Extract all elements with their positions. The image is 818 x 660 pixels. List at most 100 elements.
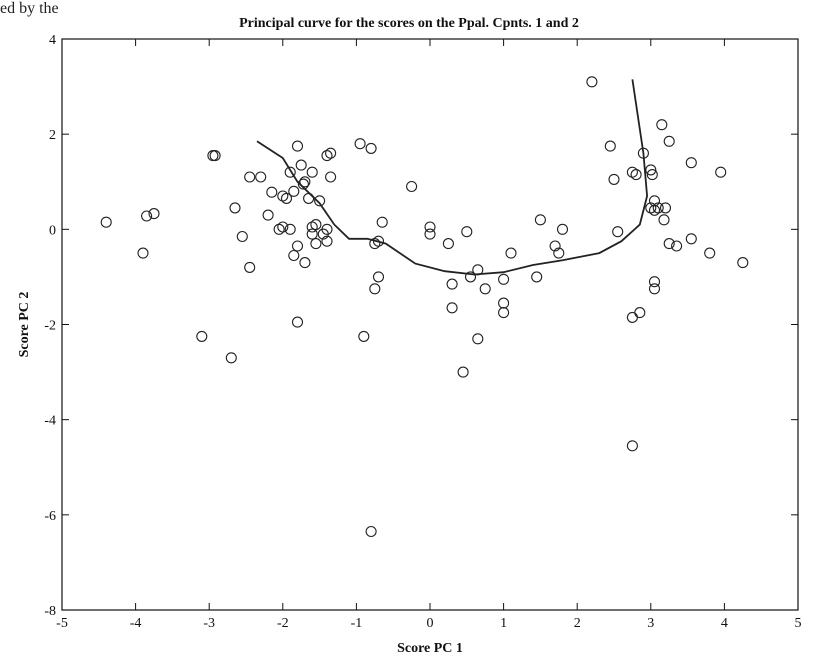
data-point — [648, 276, 661, 288]
data-point — [100, 216, 112, 228]
data-point — [531, 271, 543, 283]
data-point — [314, 195, 326, 207]
y-tick-label: 0 — [49, 223, 56, 238]
data-point — [648, 195, 661, 207]
data-point — [556, 223, 569, 235]
data-point — [299, 176, 311, 188]
data-point — [446, 278, 458, 290]
data-point — [372, 235, 385, 247]
data-point — [658, 214, 670, 226]
x-tick-label: 5 — [795, 616, 802, 631]
data-point — [291, 140, 304, 152]
data-point — [656, 119, 668, 131]
x-tick-label: -5 — [56, 616, 68, 631]
data-point — [479, 283, 491, 295]
data-point — [262, 209, 274, 221]
data-point — [354, 138, 366, 150]
data-point — [365, 525, 377, 538]
data-point — [737, 257, 749, 269]
data-point — [325, 147, 337, 159]
data-point — [648, 204, 661, 216]
y-tick-label: -4 — [44, 414, 56, 429]
data-point — [369, 283, 381, 295]
x-tick-label: -2 — [277, 616, 289, 631]
data-point — [295, 159, 307, 171]
data-point — [648, 283, 661, 295]
data-point — [608, 173, 620, 185]
data-point — [457, 366, 469, 378]
data-point — [137, 247, 149, 259]
x-tick-label: 3 — [647, 616, 654, 631]
data-point — [626, 440, 638, 452]
data-point — [685, 157, 697, 169]
data-point — [406, 180, 418, 193]
data-point — [646, 169, 658, 181]
x-axis-label: Score PC 1 — [397, 641, 463, 656]
x-axis-ticks: -5 -4 -3 -2 -1 0 1 2 3 4 5 — [56, 39, 802, 631]
data-point — [659, 202, 672, 214]
data-point — [663, 238, 675, 250]
data-point — [685, 233, 697, 245]
data-point — [288, 185, 300, 197]
data-point — [464, 271, 477, 283]
data-point — [376, 216, 388, 228]
x-tick-label: 2 — [574, 616, 581, 631]
data-point — [291, 240, 304, 252]
data-point — [498, 297, 510, 309]
data-point — [325, 171, 337, 183]
data-point — [630, 169, 642, 181]
data-point — [498, 273, 510, 285]
data-point — [141, 210, 153, 222]
data-point — [310, 219, 322, 231]
data-point — [297, 178, 309, 190]
data-point — [652, 202, 664, 214]
data-point — [280, 192, 293, 204]
x-tick-label: 4 — [721, 616, 728, 631]
data-point — [277, 190, 289, 202]
data-point — [472, 333, 484, 345]
data-point — [299, 257, 311, 269]
data-point — [626, 166, 638, 178]
data-point — [549, 240, 561, 252]
x-tick-label: -3 — [203, 616, 215, 631]
data-point — [442, 238, 454, 250]
data-point — [284, 223, 296, 235]
data-point — [498, 307, 510, 319]
data-point — [372, 271, 385, 283]
data-point — [277, 221, 289, 233]
plot-frame — [61, 38, 799, 611]
y-tick-label: -8 — [44, 604, 56, 619]
data-point — [358, 330, 370, 342]
data-point — [244, 171, 256, 183]
data-point — [209, 150, 221, 162]
y-tick-label: -6 — [44, 509, 56, 524]
data-point — [306, 228, 318, 240]
data-point — [505, 247, 517, 259]
data-point — [634, 307, 646, 319]
y-axis-ticks: -8 -6 -4 -2 0 2 4 — [44, 33, 798, 619]
data-point — [273, 223, 285, 235]
data-point — [306, 166, 318, 178]
data-point — [553, 247, 565, 259]
y-tick-label: 2 — [49, 128, 56, 143]
data-point — [637, 147, 649, 159]
data-point — [461, 226, 473, 238]
page-text-fragment: ed by the — [0, 0, 59, 17]
data-point — [715, 166, 727, 178]
data-point — [196, 330, 208, 342]
data-point — [266, 186, 278, 198]
data-point — [704, 247, 716, 259]
data-point — [303, 192, 315, 204]
data-point — [321, 235, 333, 247]
data-point — [424, 228, 436, 240]
data-point — [604, 140, 616, 152]
data-point — [284, 166, 296, 178]
data-point — [236, 230, 248, 243]
chart-title: Principal curve for the scores on the Pp… — [239, 16, 579, 31]
data-point — [244, 261, 256, 273]
x-tick-label: 1 — [500, 616, 507, 631]
data-point — [148, 208, 160, 220]
data-point — [671, 240, 683, 252]
data-point — [229, 202, 241, 214]
